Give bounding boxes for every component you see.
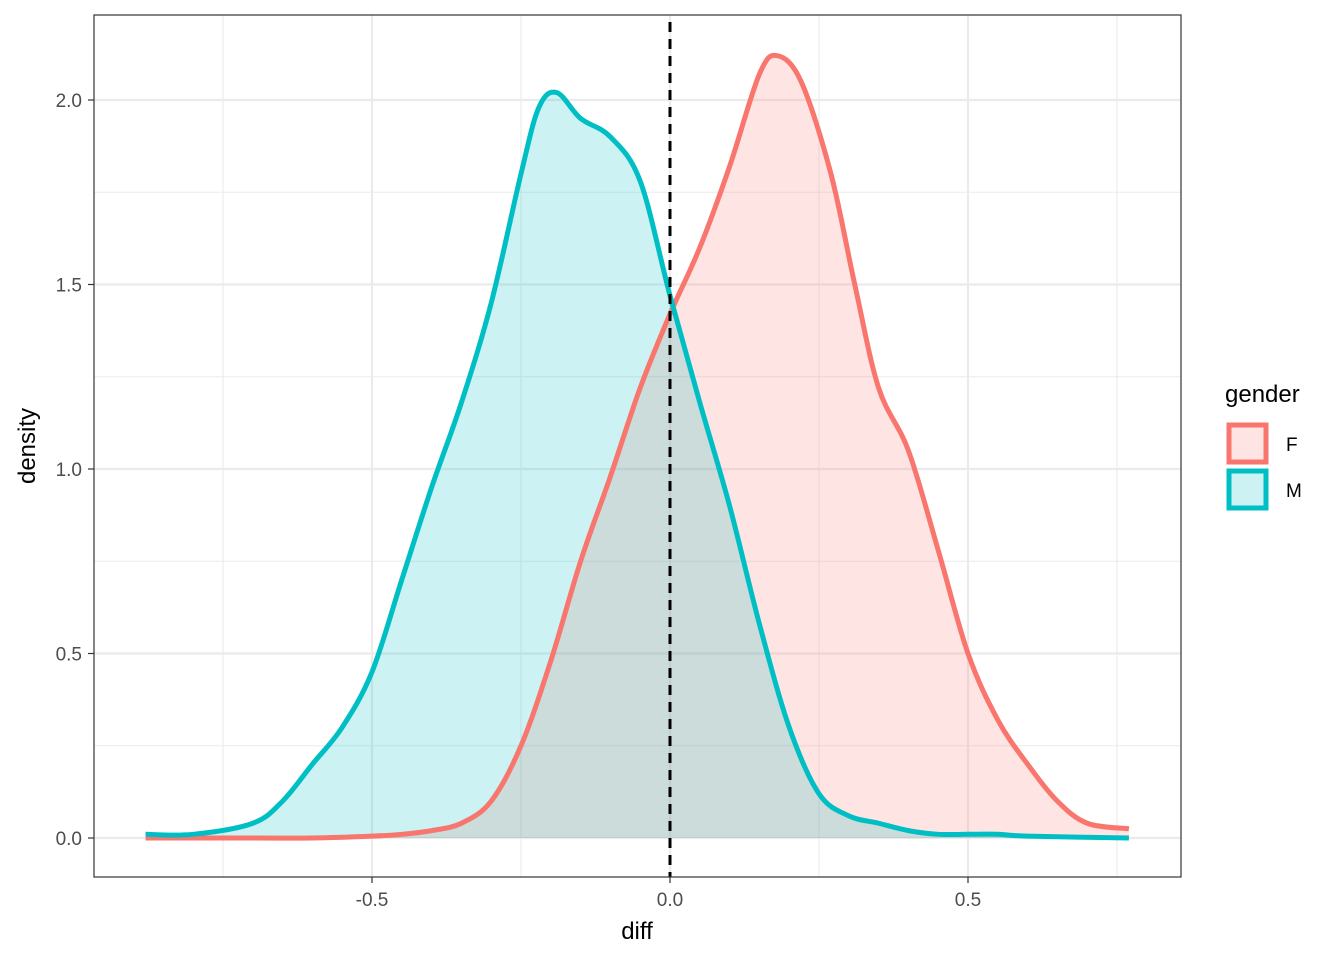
density-lines xyxy=(145,52,1130,841)
density-areas xyxy=(145,55,1129,839)
y-tick-label: 1.5 xyxy=(56,276,82,297)
legend-key-bg-M xyxy=(1227,469,1268,510)
y-axis-title: density xyxy=(14,408,41,484)
x-axis: -0.5 0.0 0.5 xyxy=(356,877,981,911)
x-tick-label: -0.5 xyxy=(356,890,389,911)
grid-minor xyxy=(94,15,1181,877)
y-tick-label: 0.5 xyxy=(56,645,82,666)
legend-label-M: M xyxy=(1286,481,1302,502)
x-tick-label: 0.5 xyxy=(955,890,981,911)
density-line-F xyxy=(145,52,1130,841)
grid-major xyxy=(94,15,1181,877)
legend-key-bg-F xyxy=(1227,423,1268,464)
legend-label-F: F xyxy=(1286,435,1298,456)
legend-title: gender xyxy=(1225,381,1300,408)
density-area-F xyxy=(145,55,1129,839)
y-axis: 0.0 0.5 1.0 1.5 2.0 xyxy=(56,91,94,850)
plot-background xyxy=(94,15,1181,877)
legend-key-F xyxy=(1226,422,1269,465)
plot-border xyxy=(93,14,1182,878)
x-tick-label: 0.0 xyxy=(657,890,683,911)
density-line-M xyxy=(145,89,1129,841)
y-tick-label: 2.0 xyxy=(56,91,82,112)
density-area-M xyxy=(145,92,1129,838)
legend: gender F M xyxy=(1225,381,1302,511)
x-axis-title: diff xyxy=(621,918,653,945)
y-tick-label: 0.0 xyxy=(56,829,82,850)
y-tick-label: 1.0 xyxy=(56,460,82,481)
legend-key-M xyxy=(1226,468,1269,511)
